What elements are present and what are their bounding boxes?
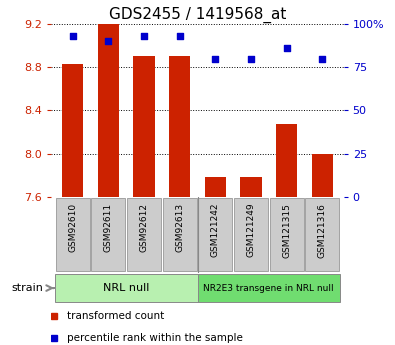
Text: GSM92612: GSM92612 [139, 203, 149, 252]
Text: GSM92613: GSM92613 [175, 203, 184, 252]
Point [284, 46, 290, 51]
FancyBboxPatch shape [234, 198, 268, 271]
Point [248, 56, 254, 61]
Point [212, 56, 218, 61]
Text: NR2E3 transgene in NRL null: NR2E3 transgene in NRL null [203, 284, 334, 293]
Bar [134, 57, 155, 197]
FancyBboxPatch shape [198, 198, 232, 271]
Bar [312, 154, 333, 197]
Bar [205, 177, 226, 197]
Text: NRL null: NRL null [103, 283, 149, 293]
Bar [98, 24, 119, 197]
Text: percentile rank within the sample: percentile rank within the sample [68, 333, 243, 343]
Text: GSM121316: GSM121316 [318, 203, 327, 258]
Text: GSM121242: GSM121242 [211, 203, 220, 257]
FancyBboxPatch shape [91, 198, 126, 271]
Point [70, 33, 76, 39]
FancyBboxPatch shape [198, 274, 340, 302]
Bar [169, 57, 190, 197]
Text: GSM92611: GSM92611 [104, 203, 113, 252]
FancyBboxPatch shape [127, 198, 161, 271]
Point [141, 33, 147, 39]
Text: GSM121249: GSM121249 [246, 203, 256, 257]
Text: GSM92610: GSM92610 [68, 203, 77, 252]
Point [105, 39, 111, 44]
Bar [276, 125, 297, 197]
FancyBboxPatch shape [269, 198, 304, 271]
Title: GDS2455 / 1419568_at: GDS2455 / 1419568_at [109, 7, 286, 23]
Point [177, 33, 183, 39]
FancyBboxPatch shape [163, 198, 197, 271]
Bar [62, 64, 83, 197]
Text: transformed count: transformed count [68, 311, 165, 321]
Bar [240, 177, 261, 197]
Text: GSM121315: GSM121315 [282, 203, 291, 258]
FancyBboxPatch shape [305, 198, 339, 271]
Text: strain: strain [12, 283, 44, 293]
Point [319, 56, 325, 61]
FancyBboxPatch shape [55, 274, 198, 302]
FancyBboxPatch shape [56, 198, 90, 271]
